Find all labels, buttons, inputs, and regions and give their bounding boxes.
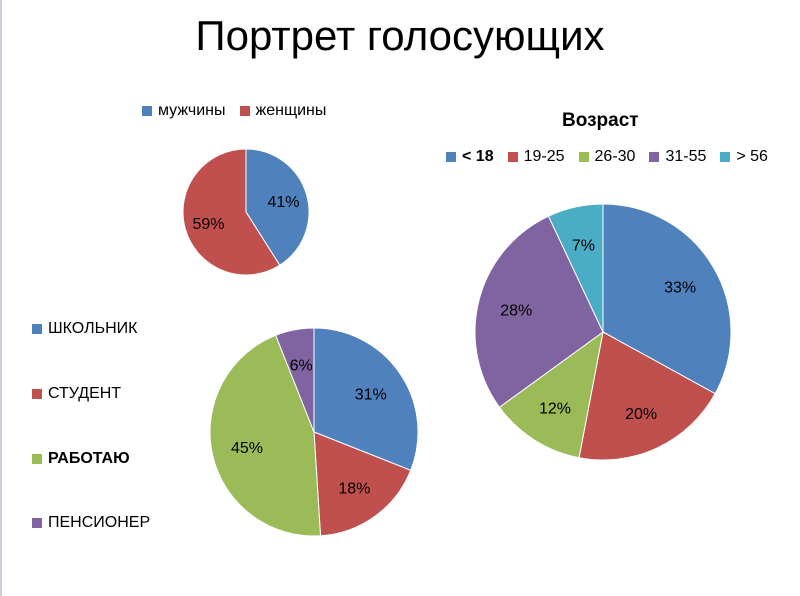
age-legend-item-3: 31-55 [649, 148, 706, 166]
age-legend-swatch [446, 152, 456, 162]
occupation-legend-item-2: РАБОТАЮ [32, 450, 130, 468]
age-slice-0 [602, 203, 732, 395]
occupation-legend-item-1: СТУДЕНТ [32, 385, 121, 403]
age-data-label-4: 7% [572, 238, 595, 255]
age-legend-swatch [578, 152, 589, 162]
age-legend-label: < 18 [462, 148, 494, 165]
age-legend-item-0: < 18 [446, 148, 494, 166]
age-data-label-3: 28% [500, 303, 532, 320]
slide-edge [0, 0, 2, 596]
occupation-data-label-0: 31% [355, 386, 387, 403]
gender-legend-swatch [239, 106, 250, 116]
occupation-legend-label: РАБОТАЮ [48, 450, 130, 467]
occupation-slice-0 [313, 327, 419, 471]
age-legend-swatch [649, 152, 660, 162]
age-slice-1 [578, 331, 716, 461]
gender-data-label-0: 41% [267, 194, 299, 211]
age-legend-item-2: 26-30 [578, 148, 636, 166]
age-legend-item-1: 19-25 [507, 148, 565, 166]
age-legend-label: 19-25 [523, 148, 565, 165]
occupation-legend-swatch [32, 518, 42, 528]
age-legend-label: > 56 [736, 148, 768, 165]
age-legend-label: 26-30 [594, 148, 636, 165]
age-slice-2 [498, 330, 604, 459]
age-legend: < 18 19-25 26-30 31-55 > 56 [446, 148, 782, 166]
occupation-legend-item-3: ПЕНСИОНЕР [32, 514, 150, 532]
occupation-legend-label: ПЕНСИОНЕР [48, 514, 151, 531]
age-slice-4 [547, 203, 604, 333]
gender-legend-swatch [142, 106, 152, 116]
age-data-label-1: 20% [625, 406, 657, 423]
occupation-data-label-3: 6% [290, 358, 313, 375]
age-slice-3 [474, 215, 604, 408]
age-legend-item-4: > 56 [720, 148, 768, 166]
age-data-label-2: 12% [539, 401, 571, 418]
occupation-legend-label: ШКОЛЬНИК [48, 320, 138, 337]
occupation-legend-label: СТУДЕНТ [48, 385, 122, 402]
age-legend-swatch [720, 152, 731, 162]
age-data-label-0: 33% [664, 279, 696, 296]
occupation-data-label-2: 45% [231, 440, 263, 457]
slide-title: Портрет голосующих [195, 12, 605, 59]
occupation-data-label-1: 18% [338, 481, 370, 498]
occupation-legend-item-0: ШКОЛЬНИК [32, 320, 137, 338]
gender-legend-item-1: женщины [239, 102, 327, 120]
occupation-legend-swatch [32, 324, 42, 334]
occupation-slice-3 [275, 327, 315, 433]
occupation-slice-1 [313, 431, 412, 537]
gender-legend-item-0: мужчины [142, 102, 226, 120]
occupation-legend-swatch [32, 389, 42, 399]
gender-legend: мужчины женщины [142, 102, 340, 120]
gender-legend-label: мужчины [158, 102, 226, 119]
occupation-slice-2 [209, 334, 322, 537]
gender-slice-1 [182, 148, 281, 276]
age-chart-title: Возраст [562, 110, 639, 131]
gender-data-label-1: 59% [192, 216, 224, 233]
age-legend-label: 31-55 [665, 148, 707, 165]
occupation-legend-swatch [32, 454, 42, 464]
gender-legend-label: женщины [255, 102, 327, 119]
age-legend-swatch [507, 152, 518, 162]
